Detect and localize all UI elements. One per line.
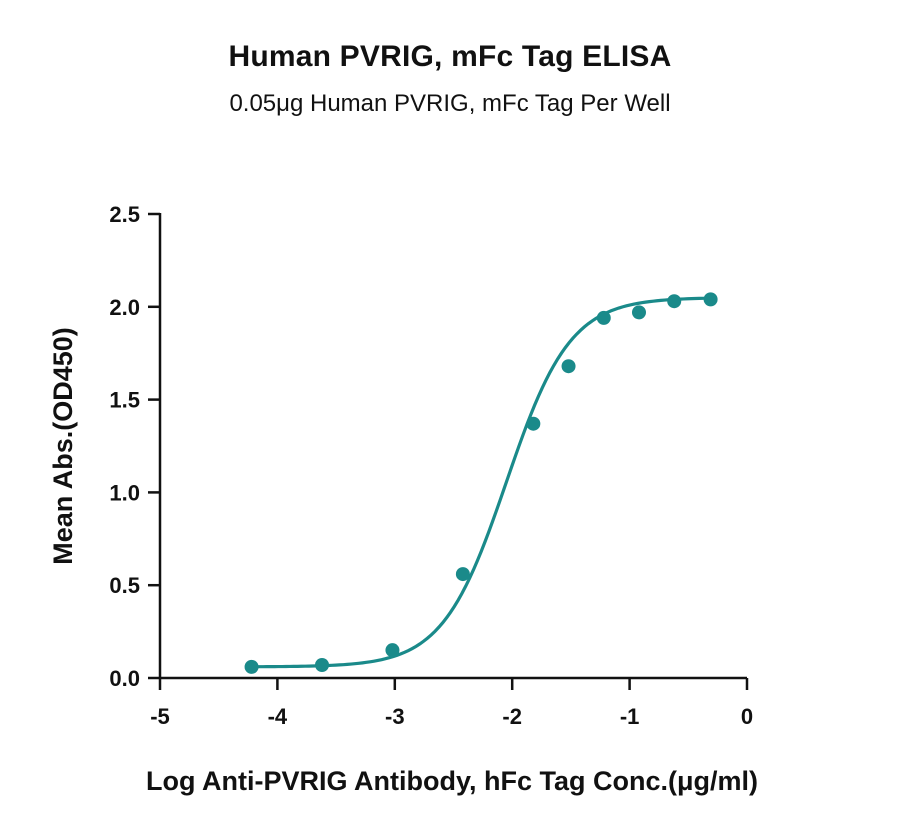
y-tick-label: 2.5 [109, 202, 140, 227]
fit-curve [251, 296, 711, 669]
data-points [244, 292, 718, 674]
x-axis-title: Log Anti-PVRIG Antibody, hFc Tag Conc.(μ… [146, 766, 758, 796]
chart-title: Human PVRIG, mFc Tag ELISA [228, 40, 672, 73]
x-tick-label: -4 [268, 704, 288, 729]
x-tick-label: -1 [620, 704, 640, 729]
chart-subtitle: 0.05μg Human PVRIG, mFc Tag Per Well [229, 90, 671, 117]
data-point [455, 567, 470, 582]
data-point [561, 359, 576, 374]
data-point [703, 292, 718, 307]
x-tick-label: -5 [150, 704, 170, 729]
x-tick-label: -3 [385, 704, 405, 729]
y-tick-label: 1.0 [109, 480, 140, 505]
data-point [315, 658, 330, 673]
y-tick-label: 2.0 [109, 295, 140, 320]
x-tick-label: 0 [741, 704, 753, 729]
data-point [667, 294, 682, 309]
x-tick-label: -2 [502, 704, 522, 729]
y-axis-title: Mean Abs.(OD450) [48, 327, 78, 565]
data-point [526, 416, 541, 431]
axes: 0.0 0.5 1.0 1.5 2.0 2.5 -5 -4 -3 -2 -1 0 [109, 202, 753, 729]
y-tick-label: 1.5 [109, 388, 140, 413]
data-point [631, 305, 646, 320]
data-point [244, 659, 259, 674]
y-tick-label: 0.0 [109, 666, 140, 691]
y-tick-label: 0.5 [109, 573, 140, 598]
data-point [385, 643, 400, 658]
data-point [596, 310, 611, 325]
